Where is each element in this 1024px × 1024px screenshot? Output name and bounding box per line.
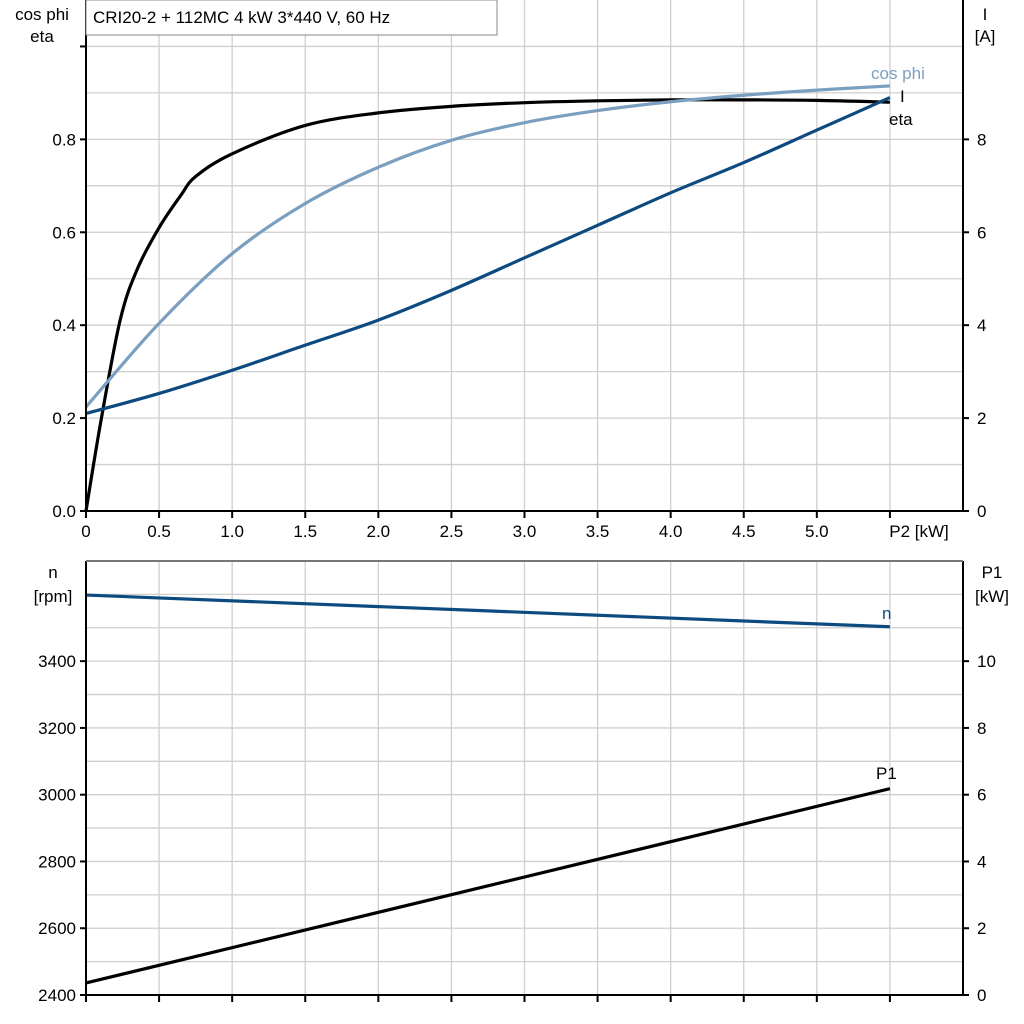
y-tick-label-right: 2 [977, 409, 986, 428]
label-eta: eta [889, 110, 913, 129]
y-tick-label-right: 8 [977, 130, 986, 149]
y-tick-label-right: 0 [977, 502, 986, 521]
label-I: I [900, 87, 905, 106]
series-layer [84, 84, 891, 985]
y-tick-label-left: 0.4 [52, 316, 76, 335]
label-n: n [882, 604, 891, 623]
series-eta-line [84, 98, 890, 512]
axes-layer: 0.0 0.2 0.4 0.6 0.8 0 2 4 6 8 0 0.5 1.0 1.5 2.0 2.5 3.0 3… [38, 0, 996, 1005]
y-tick-label-left: 0.0 [52, 502, 76, 521]
series-i-line [85, 96, 891, 415]
y-tick-label-right: 4 [977, 316, 986, 335]
y-tick-label-right: 6 [977, 223, 986, 242]
bottom-right-axis-label-1: P1 [982, 563, 1003, 582]
y-tick-label-left: 2600 [38, 919, 76, 938]
x-tick-label: 1.0 [220, 522, 244, 541]
x-tick-label: 0 [81, 522, 90, 541]
y-tick-label-right: 10 [977, 652, 996, 671]
y-tick-label-left: 2800 [38, 852, 76, 871]
y-tick-label-right: 8 [977, 719, 986, 738]
label-P1: P1 [876, 764, 897, 783]
series-p1-line [85, 787, 891, 985]
x-tick-label: 4.5 [732, 522, 756, 541]
top-right-axis-label-2: [A] [975, 27, 996, 46]
chart-title: CRI20-2 + 112MC 4 kW 3*440 V, 60 Hz [93, 8, 390, 27]
label-cos-phi: cos phi [871, 64, 925, 83]
y-tick-label-right: 2 [977, 919, 986, 938]
y-tick-label-left: 0.8 [52, 130, 76, 149]
y-tick-label-right: 4 [977, 852, 986, 871]
y-tick-label-left: 0.6 [52, 223, 76, 242]
x-tick-label: 2.5 [440, 522, 464, 541]
bottom-left-axis-label-1: n [48, 563, 57, 582]
y-tick-label-left: 3400 [38, 652, 76, 671]
x-tick-label: 2.0 [367, 522, 391, 541]
y-tick-label-left: 3000 [38, 786, 76, 805]
y-tick-label-right: 0 [977, 986, 986, 1005]
x-tick-label: 4.0 [659, 522, 683, 541]
bottom-right-axis-label-2: [kW] [975, 587, 1009, 606]
bottom-chart-grid [86, 561, 963, 995]
series-cos-phi-line [84, 84, 891, 408]
x-tick-label: 1.5 [293, 522, 317, 541]
top-right-axis-label-1: I [983, 5, 988, 24]
title-box [85, 0, 498, 36]
top-left-axis-label-2: eta [30, 27, 54, 46]
x-tick-label: 5.0 [805, 522, 829, 541]
series-n-line [85, 593, 890, 629]
y-tick-label-left: 0.2 [52, 409, 76, 428]
x-tick-label: 0.5 [147, 522, 171, 541]
y-tick-label-left: 3200 [38, 719, 76, 738]
top-left-axis-label-1: cos phi [15, 5, 69, 24]
y-tick-label-right: 6 [977, 786, 986, 805]
x-tick-label: 3.5 [586, 522, 610, 541]
x-axis-label: P2 [kW] [889, 522, 949, 541]
bottom-left-axis-label-2: [rpm] [34, 587, 73, 606]
y-tick-label-left: 2400 [38, 986, 76, 1005]
x-tick-label: 3.0 [513, 522, 537, 541]
top-chart-grid [86, 0, 963, 511]
